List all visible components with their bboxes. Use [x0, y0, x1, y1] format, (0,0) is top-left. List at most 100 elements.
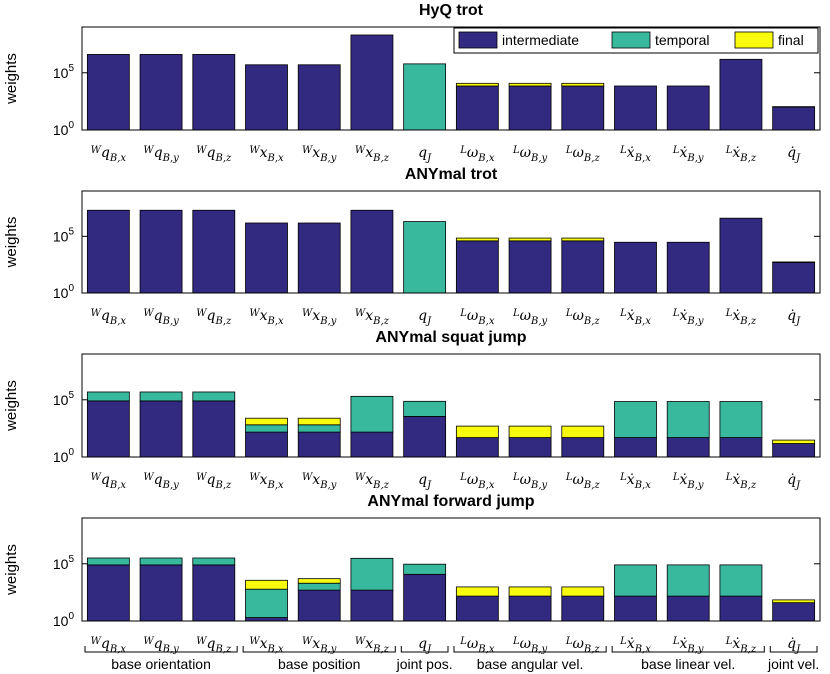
bar-intermediate-11: [614, 241, 657, 294]
x-tick-label: WqB,z: [196, 636, 232, 655]
x-tick-label: WxB,y: [302, 145, 337, 164]
bar-final-9: [508, 586, 552, 597]
x-tick-label: WxB,x: [249, 636, 284, 655]
x-tick-label: LωB,z: [565, 636, 601, 655]
group-label: base orientation: [111, 656, 211, 672]
x-tick-label: WqB,y: [143, 145, 179, 164]
x-tick-label: WxB,y: [302, 636, 337, 655]
bar-intermediate-4: [245, 617, 288, 622]
x-tick-label: WqB,z: [196, 472, 232, 491]
x-tick-label: WxB,x: [249, 308, 284, 327]
x-tick-label: LωB,z: [565, 472, 601, 491]
bar-intermediate-3: [192, 400, 236, 458]
bar-intermediate-13: [719, 437, 763, 458]
bar-intermediate-8: [455, 240, 499, 294]
x-tick-label: qJ: [418, 308, 432, 327]
chart-panel-2: ANYmal trot weights 100 105 WqB,x WqB,y WqB,z W…: [3, 166, 821, 327]
bar-intermediate-4: [245, 64, 288, 131]
bar-intermediate-4: [245, 431, 288, 458]
x-tick-label: LωB,x: [459, 145, 495, 164]
x-tick-label: LωB,z: [565, 308, 601, 327]
plot-frame: [81, 190, 821, 294]
bar-temporal-12: [666, 564, 710, 597]
bar-intermediate-14: [772, 262, 816, 294]
bar-intermediate-6: [350, 431, 394, 458]
legend-swatch-intermediate: [458, 31, 498, 49]
y-axis-label: weights: [3, 380, 20, 432]
bar-final-9: [508, 82, 552, 87]
y-tick-label: 105: [53, 390, 75, 408]
x-tick-label: LẋB,x: [619, 472, 651, 491]
x-tick-label: WqB,y: [143, 472, 179, 491]
bracket-5: [611, 646, 765, 653]
bar-intermediate-8: [455, 437, 499, 458]
chart-panel-4: ANYmal forward jump weights 100 105 WqB,x WqB…: [3, 493, 821, 655]
x-tick-label: LẋB,x: [619, 308, 651, 327]
bar-intermediate-5: [297, 222, 341, 294]
bar-temporal-3: [192, 557, 236, 566]
y-tick-label: 100: [53, 120, 75, 138]
group-label: joint vel.: [767, 656, 819, 672]
bar-intermediate-2: [139, 564, 183, 622]
bar-temporal-1: [86, 391, 130, 402]
bar-temporal-11: [614, 564, 657, 597]
x-tick-label: LωB,y: [512, 308, 548, 327]
bar-intermediate-11: [614, 595, 657, 622]
x-tick-label: LωB,x: [459, 472, 495, 491]
bar-final-14: [772, 439, 816, 444]
x-tick-label: WxB,x: [249, 472, 284, 491]
x-tick-label: LẋB,x: [619, 145, 651, 164]
legend: intermediate temporal final: [453, 27, 819, 54]
bracket-1: [84, 646, 238, 653]
bar-intermediate-14: [772, 443, 816, 458]
bar-intermediate-9: [508, 85, 552, 131]
x-tick-label: LẋB,y: [672, 308, 704, 327]
bar-intermediate-1: [86, 54, 130, 131]
group-label: base linear vel.: [641, 656, 735, 672]
bar-final-5: [297, 578, 341, 584]
x-tick-label: WqB,y: [143, 308, 179, 327]
bracket-4: [453, 646, 607, 653]
bar-temporal-3: [192, 391, 236, 402]
bar-intermediate-10: [561, 595, 605, 622]
bar-temporal-6: [350, 395, 394, 433]
chart-title: ANYmal trot: [405, 166, 498, 183]
x-tick-label: q̇J: [787, 308, 801, 327]
bracket-2: [242, 646, 396, 653]
x-tick-label: WxB,z: [355, 636, 390, 655]
x-tick-label: q̇J: [787, 636, 801, 655]
bar-final-4: [245, 579, 288, 590]
bar-intermediate-1: [86, 564, 130, 622]
x-tick-label: LẋB,y: [672, 636, 704, 655]
bar-intermediate-1: [86, 209, 130, 294]
plot-frame: [81, 353, 821, 458]
x-tick-label: WxB,z: [355, 308, 390, 327]
x-tick-label: LẋB,x: [619, 636, 651, 655]
bar-intermediate-6: [350, 209, 394, 294]
bar-intermediate-8: [455, 595, 499, 622]
x-tick-label: q̇J: [787, 472, 801, 491]
legend-label-intermediate: intermediate: [502, 32, 579, 48]
x-tick-label: qJ: [418, 145, 432, 164]
x-tick-label: q̇J: [787, 145, 801, 164]
x-tick-label: WqB,x: [91, 472, 127, 491]
bar-final-10: [561, 425, 605, 438]
bar-final-9: [508, 425, 552, 438]
bar-temporal-7: [403, 221, 447, 294]
x-tick-label: qJ: [418, 636, 432, 655]
bar-intermediate-9: [508, 595, 552, 622]
chart-title: HyQ trot: [419, 2, 484, 19]
bar-intermediate-9: [508, 437, 552, 458]
bar-final-9: [508, 237, 552, 242]
bar-intermediate-6: [350, 589, 394, 622]
bar-intermediate-12: [666, 437, 710, 458]
bar-intermediate-5: [297, 64, 341, 131]
bar-temporal-2: [139, 391, 183, 402]
x-tick-label: LẋB,z: [725, 145, 757, 164]
x-tick-label: WqB,x: [91, 308, 127, 327]
bar-intermediate-8: [455, 85, 499, 131]
bar-temporal-4: [245, 424, 288, 433]
x-tick-label: LωB,y: [512, 145, 548, 164]
bar-intermediate-3: [192, 564, 236, 622]
